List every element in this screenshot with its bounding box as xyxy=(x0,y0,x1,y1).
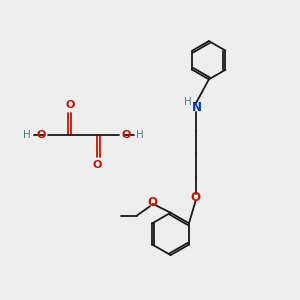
Text: H: H xyxy=(23,130,31,140)
Text: H: H xyxy=(184,97,191,107)
Text: H: H xyxy=(136,130,144,140)
Text: O: O xyxy=(92,160,102,170)
Text: O: O xyxy=(121,130,130,140)
Text: N: N xyxy=(192,101,202,114)
Text: O: O xyxy=(66,100,75,110)
Text: O: O xyxy=(37,130,46,140)
Text: O: O xyxy=(190,190,201,204)
Text: O: O xyxy=(147,196,158,209)
